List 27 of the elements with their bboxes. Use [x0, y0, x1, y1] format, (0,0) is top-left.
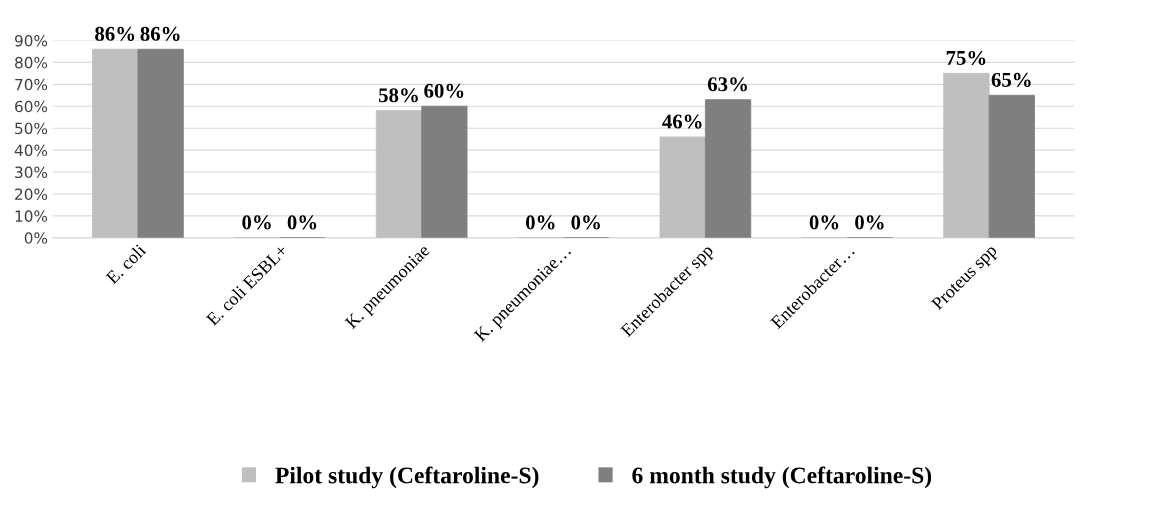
y-tick-label: 20%: [15, 188, 48, 200]
data-label: 65%: [991, 72, 1031, 87]
data-label: 0%: [855, 215, 884, 230]
y-tick-label: 80%: [15, 56, 48, 69]
y-tick-label: 10%: [15, 210, 48, 222]
data-label: 86%: [140, 26, 180, 41]
y-tick-label: 60%: [15, 100, 48, 113]
y-tick-label: 50%: [15, 122, 48, 135]
data-label: 0%: [242, 215, 271, 230]
data-label: 0%: [809, 215, 839, 230]
data-label: 63%: [707, 77, 747, 92]
data-label: 60%: [424, 83, 464, 98]
y-tick-label: 40%: [14, 144, 48, 157]
data-label: 75%: [946, 50, 986, 66]
y-tick-label: 70%: [15, 78, 48, 91]
data-label: 0%: [287, 215, 317, 230]
y-tick-label: 30%: [15, 166, 48, 179]
data-label: 0%: [525, 215, 555, 230]
data-label: 0%: [571, 215, 600, 230]
y-tick-label: 90%: [14, 34, 48, 47]
legend-label: Pilot study (Ceftaroline-S): [275, 466, 539, 489]
data-label: 46%: [662, 114, 702, 129]
x-tick-label: E. coli: [104, 242, 147, 285]
data-label: 58%: [378, 88, 418, 103]
y-tick-label: 0%: [24, 232, 48, 244]
data-label: 86%: [95, 26, 135, 41]
legend-label: 6 month study (Ceftaroline-S): [632, 466, 932, 489]
